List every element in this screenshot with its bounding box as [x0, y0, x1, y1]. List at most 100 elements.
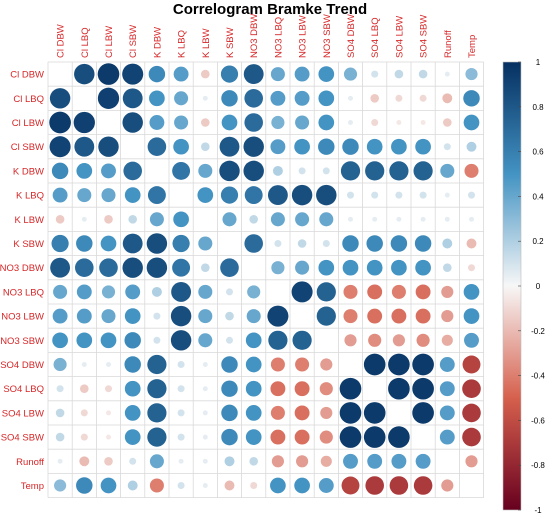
- corr-circle-0-4: [148, 65, 166, 83]
- corr-circle-12-14: [388, 353, 410, 376]
- corr-circle-2-5: [174, 115, 189, 130]
- corr-circle-7-16: [442, 238, 453, 249]
- corr-circle-5-14: [395, 191, 403, 199]
- corr-circle-4-7: [219, 160, 240, 182]
- corr-circle-12-9: [270, 357, 285, 372]
- corr-circle-2-10: [295, 115, 310, 130]
- column-label: K SBW: [225, 27, 236, 58]
- corr-circle-1-6: [202, 95, 208, 101]
- corr-circle-2-7: [221, 114, 238, 131]
- corr-circle-8-17: [467, 264, 476, 272]
- corr-circle-14-0: [55, 408, 65, 418]
- corr-circle-7-13: [366, 235, 383, 252]
- corr-circle-10-8: [246, 309, 261, 324]
- corr-circle-5-8: [244, 186, 263, 205]
- corr-circle-2-0: [49, 111, 71, 134]
- corr-circle-0-13: [371, 70, 379, 78]
- corr-circle-15-1: [80, 433, 88, 441]
- corr-circle-7-4: [146, 233, 168, 254]
- corr-circle-9-8: [247, 285, 261, 299]
- row-label: NO3 LBW: [1, 312, 44, 323]
- corr-circle-1-4: [149, 90, 165, 107]
- grid-layer: [47, 61, 485, 499]
- corr-circle-10-13: [367, 308, 383, 324]
- corr-circle-6-8: [249, 215, 258, 224]
- corr-circle-0-10: [294, 66, 310, 82]
- corr-circle-8-9: [271, 261, 285, 275]
- corr-circle-15-17: [462, 427, 481, 447]
- corr-circle-7-1: [76, 235, 93, 252]
- corr-circle-10-0: [52, 308, 68, 324]
- corr-circle-3-4: [147, 137, 167, 156]
- column-label: Cl LBW: [104, 26, 115, 58]
- corr-circle-1-11: [318, 90, 335, 107]
- corr-circle-9-14: [391, 284, 406, 299]
- corr-circle-5-7: [220, 186, 239, 204]
- corr-circle-5-1: [77, 188, 92, 203]
- corr-circle-12-16: [439, 357, 455, 372]
- column-label: Cl LBQ: [80, 27, 91, 58]
- corr-circle-17-5: [177, 481, 185, 490]
- corr-circle-16-1: [79, 456, 90, 467]
- corr-circle-6-1: [81, 216, 87, 222]
- corr-circle-14-4: [147, 403, 167, 423]
- corr-circle-8-5: [172, 258, 191, 277]
- corr-circle-15-14: [388, 426, 410, 448]
- corr-circle-9-12: [343, 284, 358, 299]
- corr-circle-0-14: [394, 69, 404, 79]
- corr-circle-1-8: [244, 89, 263, 108]
- corr-circle-12-3: [124, 356, 141, 373]
- corr-circle-15-10: [294, 429, 310, 445]
- corr-circle-7-8: [244, 234, 263, 253]
- corr-circle-5-15: [419, 191, 427, 199]
- corr-circle-17-3: [127, 480, 138, 491]
- row-label: NO3 LBQ: [3, 287, 44, 298]
- corr-circle-5-0: [52, 187, 68, 203]
- corr-circle-2-11: [318, 114, 335, 131]
- corr-circle-13-15: [412, 377, 434, 400]
- corr-circle-6-13: [372, 216, 378, 222]
- corr-circle-3-2: [98, 136, 119, 157]
- corr-circle-10-12: [343, 309, 358, 324]
- corr-circle-6-3: [128, 215, 137, 224]
- corr-circle-7-0: [51, 234, 69, 253]
- corr-circle-13-2: [104, 385, 113, 393]
- row-label: K LBW: [14, 215, 44, 226]
- corr-circle-17-12: [341, 476, 360, 495]
- corr-circle-3-0: [49, 136, 71, 158]
- column-label: K LBQ: [177, 30, 188, 58]
- corr-circle-14-1: [80, 409, 88, 417]
- corr-circle-15-9: [270, 429, 286, 445]
- corr-circle-14-6: [202, 410, 208, 416]
- corr-circle-11-6: [198, 333, 213, 348]
- corr-circle-10-16: [441, 310, 454, 323]
- colorbar-tick-label: 0.4: [532, 192, 544, 201]
- corr-circle-17-16: [441, 479, 454, 492]
- corr-circle-13-0: [56, 385, 64, 393]
- corr-circle-1-7: [221, 90, 238, 107]
- corr-circle-13-5: [177, 385, 185, 393]
- corr-circle-17-9: [270, 477, 286, 494]
- corr-circle-14-15: [412, 402, 434, 424]
- corr-circle-12-0: [53, 357, 67, 372]
- corr-circle-12-5: [177, 360, 185, 369]
- corr-circle-17-11: [318, 478, 334, 493]
- colorbar: 1 0.8 0.6 0.4 0.2 0 -0.2 -0.4 -0.6 -0.8 -1: [502, 58, 545, 515]
- corr-circle-9-6: [198, 284, 213, 299]
- corr-circle-12-15: [412, 353, 434, 376]
- corr-circle-7-12: [342, 235, 359, 252]
- corr-circle-16-10: [296, 455, 309, 468]
- corr-circle-8-7: [220, 258, 239, 277]
- column-label: Cl DBW: [56, 24, 67, 58]
- corr-circle-16-3: [129, 457, 137, 465]
- corr-circle-14-8: [245, 405, 262, 421]
- row-label: K DBW: [13, 166, 44, 177]
- colorbar-tick-label: -0.8: [531, 461, 545, 470]
- corr-circle-17-2: [100, 477, 117, 494]
- corr-circle-6-7: [222, 212, 237, 227]
- corr-circle-16-0: [57, 458, 63, 464]
- corr-circle-11-15: [416, 333, 430, 347]
- corr-circle-4-17: [464, 163, 479, 178]
- corr-circle-16-5: [178, 458, 184, 464]
